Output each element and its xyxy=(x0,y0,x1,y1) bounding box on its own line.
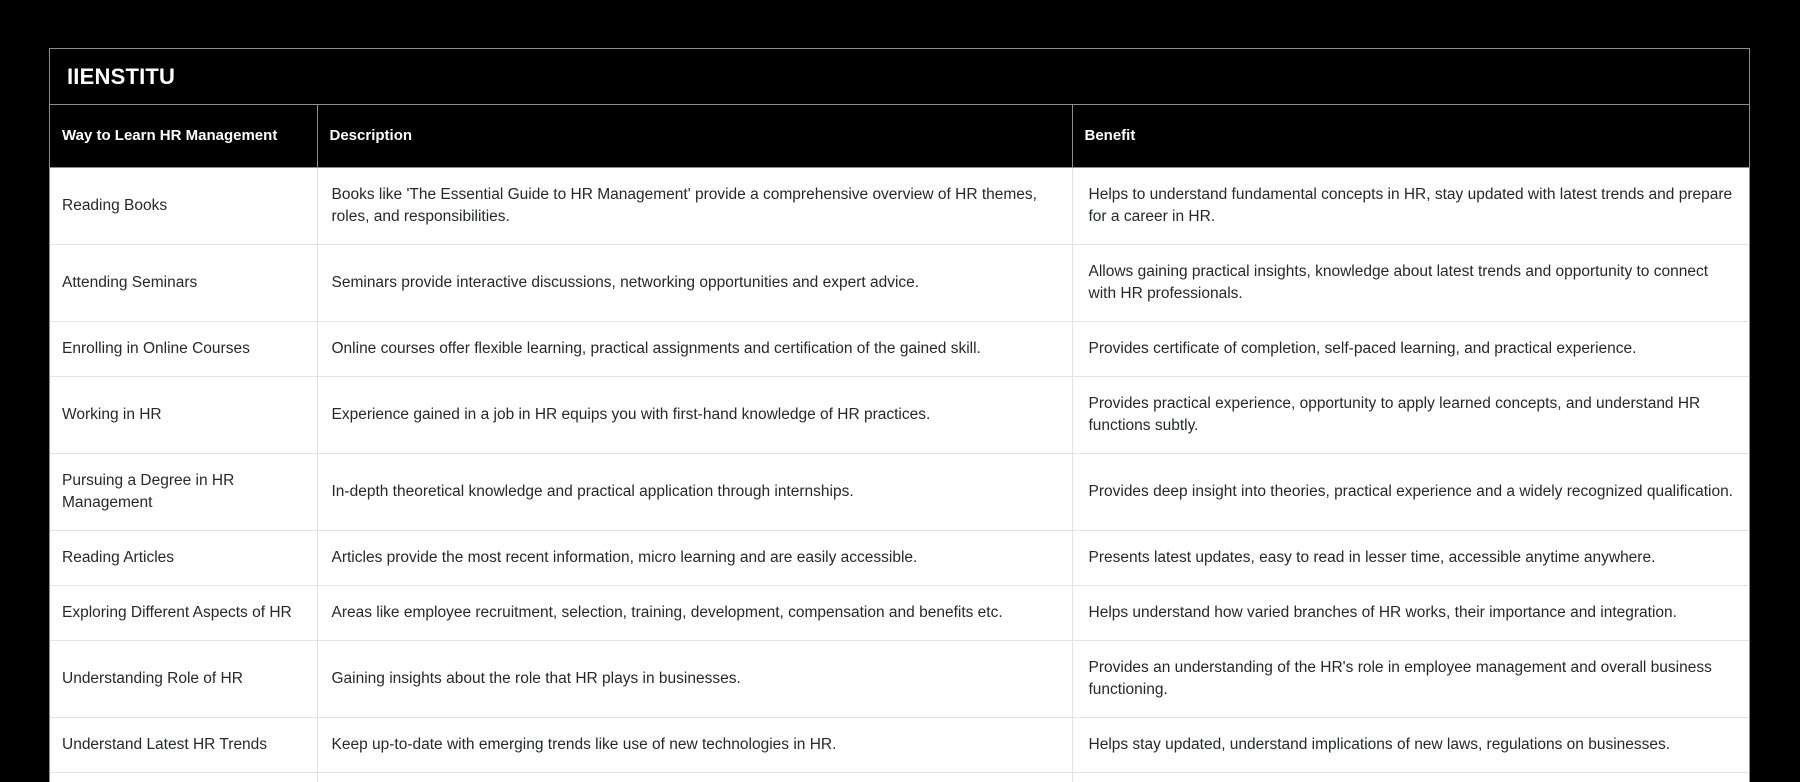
cell-way-to-learn: Reading Books xyxy=(50,167,318,245)
cell-way-to-learn: Exploring Different Aspects of HR xyxy=(50,585,318,641)
cell-description: Gaining insights about the role that HR … xyxy=(317,640,1073,718)
cell-way-to-learn: Attending Seminars xyxy=(50,244,318,322)
cell-benefit: Allows gaining practical insights, knowl… xyxy=(1072,244,1749,322)
cell-description: In-depth theoretical knowledge and pract… xyxy=(317,453,1073,531)
cell-description: Books like 'The Essential Guide to HR Ma… xyxy=(317,167,1073,245)
cell-way-to-learn: Pursuing a Degree in HR Management xyxy=(50,453,318,531)
cell-description: Seminars provide interactive discussions… xyxy=(317,244,1073,322)
table-row[interactable]: Attending Seminars Seminars provide inter… xyxy=(50,244,1749,322)
cell-way-to-learn: Understand Latest HR Trends xyxy=(50,717,318,773)
table-row[interactable]: Pursuing a Degree in HR Management In-dep… xyxy=(50,453,1749,531)
table-row[interactable]: Understand Latest HR Trends Keep up-to-da… xyxy=(50,717,1749,773)
cell-benefit: Provides deep insight into theories, pra… xyxy=(1072,453,1749,531)
cell-description: Articles provide the most recent informa… xyxy=(317,530,1073,586)
cell-benefit: Provides practical experience, opportuni… xyxy=(1072,376,1749,454)
column-header-way-to-learn[interactable]: Way to Learn HR Management xyxy=(50,105,318,168)
cell-benefit: Presents latest updates, easy to read in… xyxy=(1072,530,1749,586)
column-header-benefit[interactable]: Benefit xyxy=(1072,105,1749,168)
cell-description: Learning about what employers are lookin… xyxy=(317,772,1073,782)
table-row[interactable]: Exploring Different Aspects of HR Areas l… xyxy=(50,585,1749,641)
hr-learning-table: Way to Learn HR Management Description B… xyxy=(50,105,1749,782)
cell-way-to-learn: Understanding Role of HR xyxy=(50,640,318,718)
table-row[interactable]: Reading Books Books like 'The Essential G… xyxy=(50,167,1749,245)
brand-title: IIENSTITU xyxy=(67,63,176,89)
cell-description: Experience gained in a job in HR equips … xyxy=(317,376,1073,454)
table-row[interactable]: Understanding Role of HR Gaining insights… xyxy=(50,640,1749,718)
table-row[interactable]: Reading Articles Articles provide the mos… xyxy=(50,530,1749,586)
cell-way-to-learn: Enrolling in Online Courses xyxy=(50,321,318,377)
cell-benefit: Helps understand how varied branches of … xyxy=(1072,585,1749,641)
table-body: Reading Books Books like 'The Essential G… xyxy=(50,167,1749,782)
brand-bar: IIENSTITU xyxy=(50,49,1749,105)
cell-way-to-learn: Reading Articles xyxy=(50,530,318,586)
cell-benefit: Provides certificate of completion, self… xyxy=(1072,321,1749,377)
cell-way-to-learn: Preparing for HR Career xyxy=(50,772,318,782)
cell-description: Online courses offer flexible learning, … xyxy=(317,321,1073,377)
cell-description: Keep up-to-date with emerging trends lik… xyxy=(317,717,1073,773)
table-row[interactable]: Preparing for HR CareerLearning about wh… xyxy=(50,772,1749,782)
cell-way-to-learn: Working in HR xyxy=(50,376,318,454)
table-row[interactable]: Working in HR Experience gained in a job … xyxy=(50,376,1749,454)
cell-benefit: Provides an understanding of the HR's ro… xyxy=(1072,640,1749,718)
cell-benefit: Helps to understand fundamental concepts… xyxy=(1072,167,1749,245)
table-header: Way to Learn HR Management Description B… xyxy=(50,105,1749,168)
column-header-description[interactable]: Description xyxy=(317,105,1073,168)
cell-description: Areas like employee recruitment, selecti… xyxy=(317,585,1073,641)
cell-benefit: Helps shape one's profile according to m… xyxy=(1072,772,1749,782)
hr-learning-table-card: IIENSTITU Way to Learn HR Management Des… xyxy=(49,48,1750,782)
table-row[interactable]: Enrolling in Online Courses Online course… xyxy=(50,321,1749,377)
table-header-row: Way to Learn HR Management Description B… xyxy=(50,105,1749,168)
cell-benefit: Helps stay updated, understand implicati… xyxy=(1072,717,1749,773)
